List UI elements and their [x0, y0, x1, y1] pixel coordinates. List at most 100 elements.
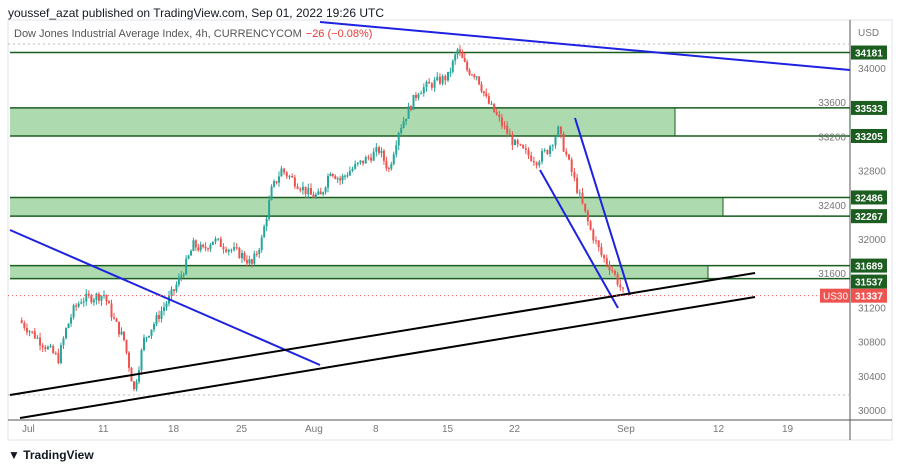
candle [327, 176, 329, 188]
candle [425, 81, 428, 88]
candle [120, 331, 123, 335]
candle [72, 305, 75, 318]
candle [250, 259, 253, 264]
candle [500, 117, 503, 126]
candle [253, 253, 256, 264]
x-tick-label: 19 [782, 424, 794, 435]
candle [20, 320, 23, 323]
published-header: youssef_azat published on TradingView.co… [8, 6, 385, 20]
candle [92, 299, 95, 303]
candle [613, 270, 616, 275]
x-tick-label: Aug [305, 424, 323, 435]
candle [238, 247, 241, 259]
y-tick-label: 33600 [818, 98, 846, 109]
symbol-badge-text: US30 [823, 292, 848, 303]
candle [312, 194, 315, 198]
candle [314, 194, 317, 198]
tradingview-logo: ▼ TradingView [8, 448, 94, 462]
candle [62, 338, 65, 346]
candle [395, 145, 398, 155]
candle [97, 293, 100, 301]
candle [304, 186, 307, 195]
price-level-badge [851, 45, 887, 60]
candle [506, 125, 509, 134]
candle [498, 114, 501, 118]
trend-line [319, 21, 851, 71]
x-tick-label: Jul [22, 424, 35, 435]
candle [296, 186, 299, 189]
candle [230, 249, 233, 251]
candle [155, 315, 158, 324]
candle [158, 315, 160, 319]
candle [100, 295, 103, 301]
price-level-badge [851, 209, 887, 224]
candle [344, 175, 346, 177]
candle [44, 347, 47, 350]
candle [143, 337, 145, 351]
candle [568, 154, 570, 160]
candle [619, 284, 622, 288]
candle [385, 160, 388, 169]
price-level-badge [851, 258, 887, 273]
candle [211, 241, 214, 245]
y-tick-label: 32800 [858, 167, 886, 178]
candle [336, 178, 339, 180]
candle [397, 133, 400, 146]
candle [378, 147, 380, 153]
candle [519, 144, 522, 146]
candle [245, 259, 248, 264]
candle [535, 162, 538, 166]
candle [118, 321, 120, 335]
candle [370, 157, 373, 161]
candle [473, 74, 476, 77]
candle [291, 176, 294, 178]
candle [285, 172, 288, 177]
candle [422, 87, 425, 94]
candle [420, 93, 423, 95]
x-tick-label: 25 [236, 424, 248, 435]
price-level-badge [851, 274, 887, 289]
candle [362, 160, 365, 164]
candle [31, 331, 34, 333]
y-tick-label: 34000 [858, 64, 886, 75]
y-tick-label: 32400 [818, 201, 846, 212]
candle [490, 103, 493, 105]
candle [133, 381, 135, 390]
candle [187, 255, 190, 259]
candle [438, 76, 441, 84]
candle [39, 337, 42, 346]
symbol-legend: Dow Jones Industrial Average Index, 4h, … [14, 28, 373, 40]
candle [54, 353, 57, 355]
price-level-text: 31689 [855, 262, 883, 273]
candle [611, 270, 614, 272]
candle [319, 191, 322, 195]
x-tick-label: 15 [442, 424, 454, 435]
candle [185, 258, 188, 275]
candle [405, 118, 408, 122]
candle [616, 274, 619, 285]
candle [356, 162, 359, 164]
candle [270, 186, 273, 201]
candle [283, 168, 286, 173]
candle [248, 259, 251, 264]
candle [608, 264, 611, 271]
candle [410, 106, 413, 110]
candle [219, 238, 222, 247]
logo-text: TradingView [23, 448, 94, 462]
candle [382, 150, 385, 161]
candle [209, 244, 212, 250]
candle [153, 323, 155, 330]
candle [430, 83, 433, 88]
candle [595, 240, 597, 242]
y-tick-label: 30000 [858, 406, 886, 417]
candle [33, 331, 36, 339]
candle [85, 293, 88, 302]
candle [348, 171, 351, 176]
candle [576, 177, 579, 193]
candle [549, 146, 552, 154]
currency-label: USD [858, 28, 879, 39]
candle [170, 289, 173, 296]
candle [108, 301, 110, 304]
candle [463, 57, 466, 62]
